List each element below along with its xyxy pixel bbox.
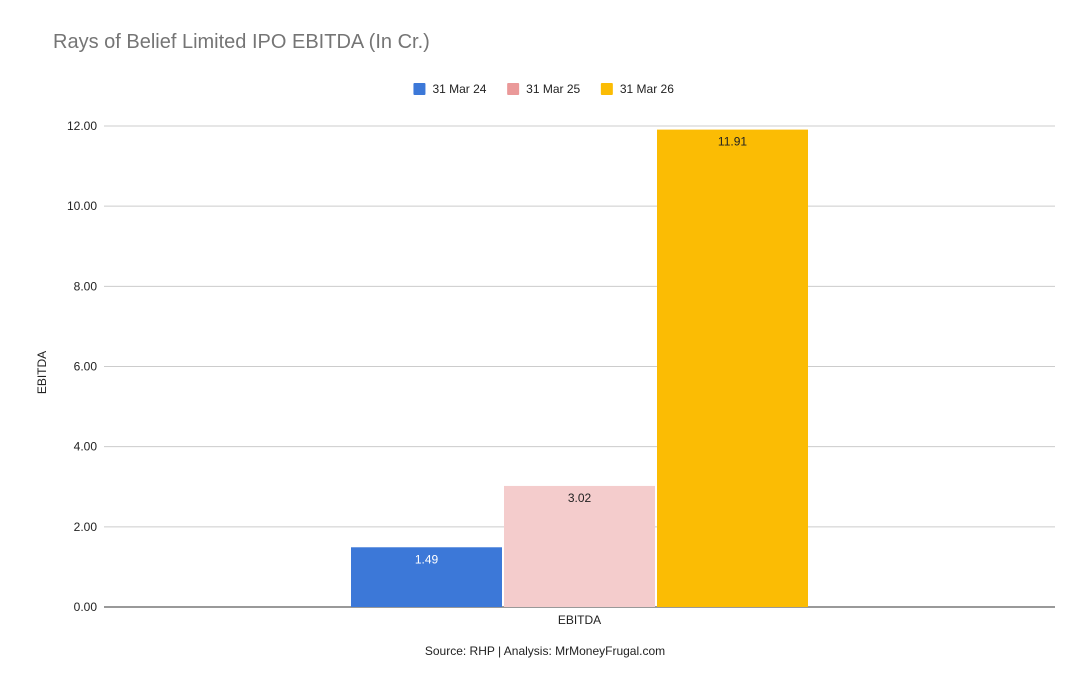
y-tick-label: 4.00 [74,440,98,454]
y-tick-label: 10.00 [67,199,97,213]
y-tick-label: 8.00 [74,279,98,293]
legend-label: 31 Mar 26 [620,82,674,96]
data-label: 1.49 [415,552,439,566]
data-label: 11.91 [718,135,747,149]
bar-31-mar-24 [351,547,502,607]
legend-label: 31 Mar 25 [526,82,580,96]
y-tick-label: 6.00 [74,360,98,374]
legend-swatch [507,83,520,95]
y-tick-label: 0.00 [74,600,98,614]
bar-31-mar-25 [504,485,655,607]
source-caption: Source: RHP | Analysis: MrMoneyFrugal.co… [424,644,666,658]
data-label: 3.02 [568,491,592,505]
y-axis-title: EBITDA [35,351,49,394]
bar-31-mar-26 [657,129,808,608]
y-tick-label: 2.00 [74,520,98,534]
x-tick-label: EBITDA [558,613,601,627]
legend-label: 31 Mar 24 [432,82,486,96]
legend-swatch [413,83,426,95]
chart-title: Rays of Belief Limited IPO EBITDA (In Cr… [53,31,430,53]
y-tick-label: 12.00 [67,119,97,133]
legend-swatch [600,83,613,95]
